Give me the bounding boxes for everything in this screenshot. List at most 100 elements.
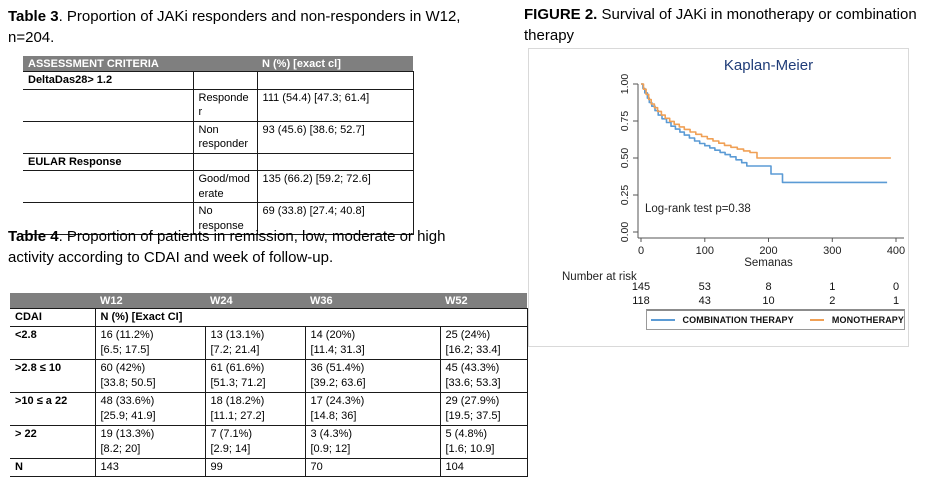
table3: ASSESSMENT CRITERIA N (%) [exact cl] Del…: [23, 56, 414, 236]
value-cell: 7 (7.1%) [2.9; 14]: [204, 425, 305, 459]
value-cell: 13 (13.1%) [7.2; 21.4]: [204, 326, 305, 360]
table-row: >10 ≤ a 22 48 (33.6%) [25.9; 41.9] 18 (18…: [10, 392, 528, 426]
criteria-cell: [23, 202, 193, 236]
table4-caption: Table 4. Proportion of patients in remis…: [8, 226, 486, 268]
table4: W12 W24 W36 W52 CDAI N (%) [Exact CI] <2…: [10, 293, 528, 477]
ci-value: [2.9; 14]: [210, 442, 251, 455]
subcategory-cell: No response: [192, 202, 258, 236]
n-value: 60 (42%): [100, 361, 146, 374]
svg-text:0.25: 0.25: [619, 185, 631, 206]
x-axis-label: Semanas: [744, 257, 793, 269]
n-value: 36 (51.4%): [310, 361, 365, 374]
svg-text:53: 53: [699, 281, 711, 293]
subcategory-cell: [192, 153, 258, 172]
subcategory-cell: Non responder: [192, 121, 258, 154]
table-row: EULAR Response: [23, 153, 414, 172]
number-at-risk-label: Number at risk: [562, 271, 637, 283]
row-label: >10 ≤ a 22: [10, 392, 95, 426]
value-cell: 19 (13.3%) [8.2; 20]: [94, 425, 205, 459]
figure-caption: FIGURE 2. Survival of JAKi in monotherap…: [524, 4, 920, 46]
value-cell: 135 (66.2) [59.2; 72.6]: [256, 170, 414, 204]
svg-text:2: 2: [829, 295, 835, 307]
value-cell: 60 (42%) [33.8; 50.5]: [94, 359, 205, 393]
value-cell: 25 (24%) [16.2; 33.4]: [439, 326, 528, 360]
cdai-label: CDAI: [10, 308, 95, 327]
value-cell: 36 (51.4%) [39.2; 63.6]: [304, 359, 440, 393]
table-row: CDAI N (%) [Exact CI]: [10, 308, 528, 327]
value-cell: 16 (11.2%) [6.5; 17.5]: [94, 326, 205, 360]
ci-value: [1.6; 10.9]: [445, 442, 495, 455]
svg-text:0: 0: [638, 245, 644, 257]
table4-header-empty: [10, 293, 95, 309]
value-cell: 111 (54.4) [47.3; 61.4]: [256, 89, 414, 122]
table-row: Responder 111 (54.4) [47.3; 61.4]: [23, 89, 414, 122]
table-row: DeltaDas28> 1.2: [23, 71, 414, 90]
table3-header-criteria: ASSESSMENT CRITERIA: [23, 56, 258, 72]
table3-caption-label: Table 3: [8, 8, 59, 25]
table-row: No response 69 (33.8) [27.4; 40.8]: [23, 202, 414, 236]
n-value: 14 (20%): [310, 328, 356, 341]
table-row: > 22 19 (13.3%) [8.2; 20] 7 (7.1%) [2.9; 1…: [10, 425, 528, 459]
value-cell: 14 (20%) [11.4; 31.3]: [304, 326, 440, 360]
ci-value: [51.3; 71.2]: [210, 376, 266, 389]
n-value: 29 (27.9%): [445, 394, 500, 407]
value-cell: 93 (45.6) [38.6; 52.7]: [256, 121, 414, 154]
value-cell: 69 (33.8) [27.4; 40.8]: [256, 202, 414, 236]
ci-value: [39.2; 63.6]: [310, 376, 366, 389]
table4-header-w36: W36: [305, 293, 440, 309]
table4-header-w52: W52: [440, 293, 527, 309]
n-value: 13 (13.1%): [210, 328, 265, 341]
ci-value: [25.9; 41.9]: [100, 409, 156, 422]
ci-value: [0.9; 12]: [310, 442, 351, 455]
subcategory-cell: Good/moderate: [192, 170, 258, 204]
criteria-cell: [23, 89, 193, 122]
row-label: > 22: [10, 425, 95, 459]
subcategory-cell: [192, 71, 258, 90]
table4-header-row: W12 W24 W36 W52: [10, 293, 527, 309]
svg-text:118: 118: [632, 295, 650, 307]
n-value: 25 (24%): [445, 328, 491, 341]
figure-caption-label: FIGURE 2.: [524, 6, 598, 23]
km-figure: Kaplan-Meier 1.00 0.75 0.50 0.25 0.00 0 100 200…: [528, 48, 909, 347]
n-value: 48 (33.6%): [100, 394, 155, 407]
n-value: 19 (13.3%): [100, 427, 155, 440]
ci-value: [11.1; 27.2]: [210, 409, 265, 422]
criteria-cell: [23, 170, 193, 204]
value-cell: 45 (43.3%) [33.6; 53.3]: [439, 359, 528, 393]
svg-text:1.00: 1.00: [619, 74, 631, 95]
criteria-cell: EULAR Response: [23, 153, 193, 172]
table4-header-w12: W12: [95, 293, 205, 309]
cdai-subheader: N (%) [Exact CI]: [94, 308, 528, 327]
legend-line-combination: [651, 319, 675, 321]
row-label: <2.8: [10, 326, 95, 360]
criteria-cell: DeltaDas28> 1.2: [23, 71, 193, 90]
value-cell: 3 (4.3%) [0.9; 12]: [304, 425, 440, 459]
svg-text:8: 8: [765, 281, 771, 293]
log-rank-annotation: Log-rank test p=0.38: [645, 203, 751, 215]
ci-value: [8.2; 20]: [100, 442, 141, 455]
n-value: 5 (4.8%): [445, 427, 488, 440]
value-cell: [256, 153, 414, 172]
table-row: Good/moderate 135 (66.2) [59.2; 72.6]: [23, 170, 414, 204]
value-cell: 17 (24.3%) [14.8; 36]: [304, 392, 440, 426]
ci-value: [33.8; 50.5]: [100, 376, 156, 389]
ci-value: [7.2; 21.4]: [210, 343, 260, 356]
ci-value: [16.2; 33.4]: [445, 343, 501, 356]
legend-line-monotherapy: [809, 319, 824, 321]
n-value: 17 (24.3%): [310, 394, 365, 407]
svg-text:300: 300: [823, 245, 841, 257]
value-cell: 61 (61.6%) [51.3; 71.2]: [204, 359, 305, 393]
table-row: <2.8 16 (11.2%) [6.5; 17.5] 13 (13.1%) [7.…: [10, 326, 528, 360]
n-value: 45 (43.3%): [445, 361, 500, 374]
ci-value: [11.4; 31.3]: [310, 343, 365, 356]
table4-caption-label: Table 4: [8, 228, 59, 245]
svg-text:1: 1: [893, 295, 899, 307]
svg-text:100: 100: [696, 245, 714, 257]
table3-header-row: ASSESSMENT CRITERIA N (%) [exact cl]: [23, 56, 414, 72]
n-value: 3 (4.3%): [310, 427, 353, 440]
legend-label: MONOTHERAPY: [831, 315, 904, 325]
n-value: 61 (61.6%): [210, 361, 265, 374]
n-value: 16 (11.2%): [100, 328, 154, 341]
table3-caption: Table 3. Proportion of JAKi responders a…: [8, 6, 490, 48]
